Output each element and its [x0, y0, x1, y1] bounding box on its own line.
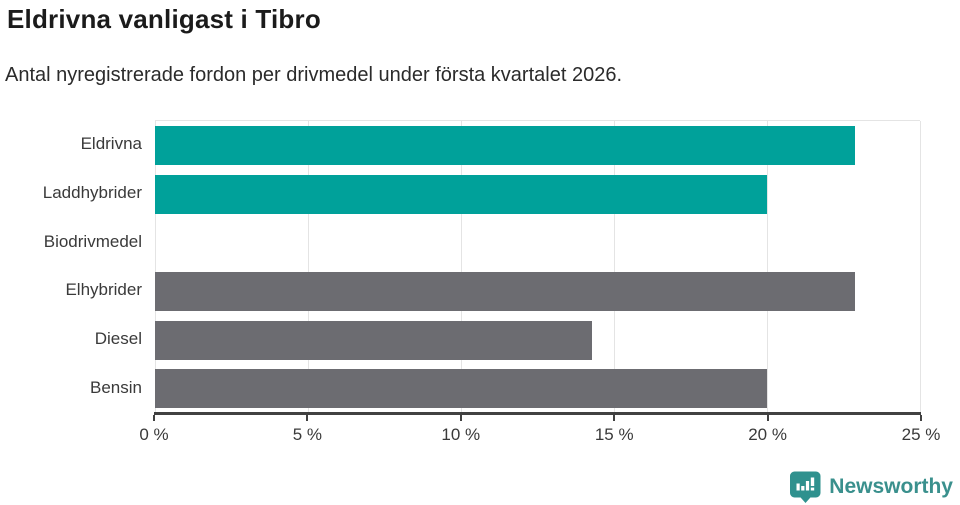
tick-mark: [920, 415, 922, 421]
newsworthy-wordmark: Newsworthy: [829, 475, 953, 498]
bar: [155, 174, 767, 214]
category-label: Bensin: [90, 377, 142, 397]
tick-mark: [459, 415, 462, 421]
gridline: [155, 121, 156, 413]
tick-label: 10 %: [441, 425, 481, 444]
tick-mark: [766, 415, 769, 421]
bar-row: [155, 316, 920, 365]
tick-mark: [613, 415, 616, 421]
category-label: Biodrivmedel: [43, 231, 142, 251]
tick-label: 25 %: [901, 425, 941, 444]
gridline: [614, 121, 615, 413]
bar: [155, 125, 855, 165]
bar-row: [155, 170, 920, 219]
tick-label: 15 %: [594, 425, 634, 444]
gridline: [767, 121, 768, 413]
category-label: Elhybrider: [65, 280, 142, 300]
plot-area: [155, 120, 921, 413]
tick-label: 5 %: [292, 425, 323, 444]
tick-label: 20 %: [748, 425, 787, 444]
x-axis: 0 % 5 % 10 % 15 % 20 % 25 %: [139, 412, 940, 457]
bar-row: [155, 218, 920, 267]
bar: [155, 369, 767, 409]
tick-mark: [153, 415, 155, 421]
bar-row: [155, 121, 920, 170]
category-label: Eldrivna: [80, 134, 142, 154]
category-label: Diesel: [94, 329, 142, 349]
gridline: [920, 121, 921, 413]
tick-mark: [306, 415, 309, 421]
brand-footer: Newsworthy: [790, 471, 953, 503]
gridline: [461, 121, 462, 413]
tick-label: 0 %: [139, 425, 169, 444]
gridline: [308, 121, 309, 413]
bar: [155, 271, 855, 311]
category-label: Laddhybrider: [42, 183, 142, 203]
chart-subtitle: Antal nyregistrerade fordon per drivmede…: [5, 64, 623, 86]
bar: [155, 320, 593, 360]
y-axis-labels: Eldrivna Laddhybrider Biodrivmedel Elhybrid…: [0, 120, 142, 412]
chart-title: Eldrivna vanligast i Tibro: [7, 4, 321, 34]
bar-row: [155, 364, 920, 413]
newsworthy-logo-icon: [790, 471, 821, 503]
bar-row: [155, 267, 920, 316]
